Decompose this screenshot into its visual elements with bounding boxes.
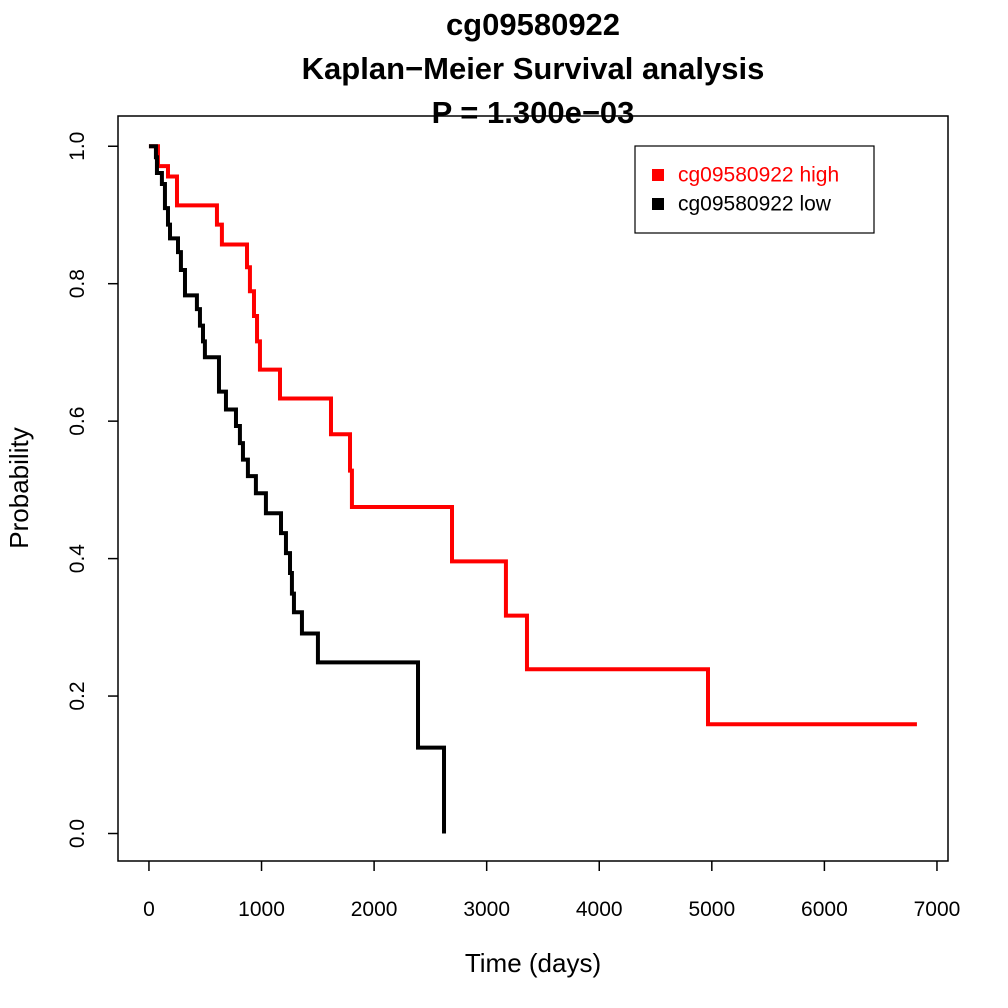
legend-label: cg09580922 high [678, 164, 839, 187]
survival-curve [148, 144, 917, 727]
y-tick-label: 0.0 [66, 819, 89, 848]
x-tick-label: 3000 [463, 898, 510, 921]
legend-label: cg09580922 low [678, 193, 832, 216]
y-tick-label: 0.2 [66, 681, 89, 710]
legend-swatch [652, 198, 664, 210]
y-tick-label: 0.8 [66, 269, 89, 298]
x-tick-label: 7000 [914, 898, 961, 921]
x-tick-label: 4000 [576, 898, 623, 921]
y-axis-label: Probability [4, 427, 34, 548]
x-tick-label: 2000 [351, 898, 398, 921]
chart-title: P = 1.300e−03 [432, 95, 635, 130]
x-tick-label: 0 [143, 898, 155, 921]
y-tick-label: 0.6 [66, 407, 89, 436]
x-axis-label: Time (days) [465, 948, 601, 978]
y-tick-label: 0.4 [66, 544, 89, 574]
x-tick-label: 5000 [688, 898, 735, 921]
chart-title: cg09580922 [446, 7, 620, 42]
plot-frame [117, 115, 949, 862]
survival-curve [148, 144, 447, 834]
y-tick-label: 1.0 [66, 132, 89, 161]
x-tick-label: 1000 [238, 898, 285, 921]
legend-swatch [652, 169, 664, 181]
x-tick-label: 6000 [801, 898, 848, 921]
chart-title: Kaplan−Meier Survival analysis [302, 51, 765, 86]
legend-box [634, 145, 875, 234]
